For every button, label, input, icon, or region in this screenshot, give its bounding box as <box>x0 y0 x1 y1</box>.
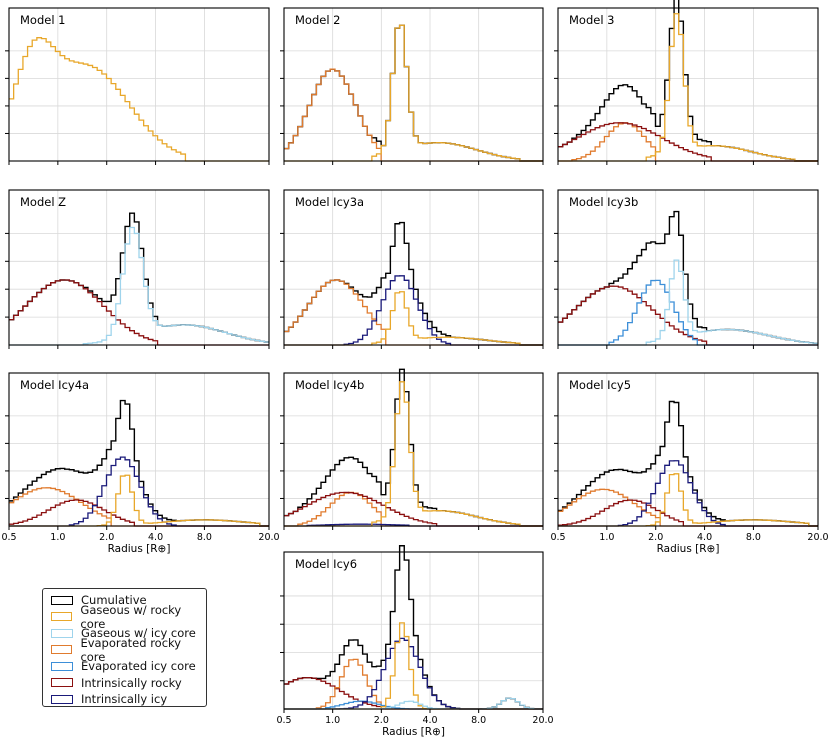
legend-label: Intrinsically icy <box>81 692 168 707</box>
x-tick-label: 1.0 <box>325 715 340 726</box>
series-rocky-gas <box>284 24 543 162</box>
x-tick-label: 8.0 <box>746 532 761 543</box>
legend-item-intrinsically-rocky: Intrinsically rocky <box>51 675 206 692</box>
x-tick-label: 0.5 <box>276 715 291 726</box>
panel-title: Model 1 <box>20 13 66 27</box>
axes-frame <box>283 7 544 162</box>
x-axis-label: Radius [R⊕] <box>657 543 720 555</box>
axes-frame <box>283 372 544 527</box>
panel-model-3: Model 3 <box>554 0 819 165</box>
axes-frame <box>283 551 544 710</box>
x-tick-label: 20.0 <box>258 532 279 543</box>
legend-item-gaseous-icy: Gaseous w/ icy core <box>51 625 206 642</box>
panel-title: Model 3 <box>569 13 615 27</box>
legend-label: Evaporated icy core <box>81 659 196 674</box>
panel-title: Model Icy3b <box>569 195 638 209</box>
x-tick-label: 1.0 <box>50 532 65 543</box>
x-tick-label: 0.5 <box>1 532 16 543</box>
legend-label: Evaporated rocky core <box>80 635 182 664</box>
panel-model-1: Model 1 <box>5 7 270 165</box>
axes-frame <box>8 7 270 162</box>
legend-swatch-intrinsically-rocky <box>51 678 73 688</box>
series-cumulative <box>9 212 269 343</box>
x-tick-label: 0.5 <box>550 532 565 543</box>
panel-title: Model 2 <box>295 13 341 27</box>
legend-swatch-gaseous-rocky <box>51 612 73 622</box>
x-axis-label: Radius [R⊕] <box>382 726 445 738</box>
x-tick-label: 2.0 <box>99 532 114 543</box>
series-cumulative <box>558 210 818 344</box>
axes-frame <box>557 7 819 162</box>
legend-swatch-evaporated-rocky <box>51 645 73 655</box>
legend: Cumulative Gaseous w/ rocky core Gaseous… <box>42 588 207 707</box>
x-tick-label: 8.0 <box>197 532 212 543</box>
axes-frame <box>557 372 819 527</box>
legend-item-cumulative: Cumulative <box>51 592 206 609</box>
legend-swatch-intrinsically-icy <box>51 694 73 704</box>
panel-model-icy6: 0.5 1.0 2.0 4.0 8.0 20.0 Model Icy6 Radius [R⊕] <box>276 545 554 738</box>
panel-title: Model Icy5 <box>569 378 631 392</box>
series-intr-rocky <box>558 122 818 162</box>
series-icy-gas <box>9 226 269 346</box>
panel-model-icy5: 0.5 1.0 2.0 4.0 8.0 20.0 Model Icy5 Radius [R⊕] <box>550 372 829 555</box>
series-rocky-gas <box>558 13 818 162</box>
legend-item-gaseous-rocky: Gaseous w/ rocky core <box>51 603 206 631</box>
x-axis-label: Radius [R⊕] <box>108 543 171 555</box>
panel-model-icy3b: Model Icy3b <box>554 189 819 349</box>
series-evap-rocky <box>558 122 818 162</box>
series-intr-rocky <box>284 491 543 527</box>
x-tick-label: 2.0 <box>648 532 663 543</box>
x-tick-label: 4.0 <box>422 715 437 726</box>
x-tick-label: 4.0 <box>148 532 163 543</box>
panel-title: Model Icy6 <box>295 557 357 571</box>
x-tick-label: 1.0 <box>599 532 614 543</box>
x-tick-label: 8.0 <box>471 715 486 726</box>
series-cumulative <box>284 368 543 527</box>
series-cumulative <box>9 399 269 527</box>
series-rocky-gas <box>9 37 269 162</box>
series-icy-gas <box>284 697 543 710</box>
legend-swatch-evaporated-icy <box>51 661 73 671</box>
legend-label: Gaseous w/ rocky core <box>80 602 182 631</box>
legend-swatch-cumulative <box>51 595 73 605</box>
legend-swatch-gaseous-icy <box>51 628 73 638</box>
legend-item-evaporated-rocky: Evaporated rocky core <box>51 636 206 664</box>
x-tick-label: 4.0 <box>697 532 712 543</box>
legend-label: Gaseous w/ icy core <box>81 626 196 641</box>
panel-model-icy4b: Model Icy4b <box>280 368 544 530</box>
axes-frame <box>8 372 270 527</box>
x-tick-label: 20.0 <box>532 715 553 726</box>
panel-model-z: Model Z <box>5 189 270 349</box>
panel-title: Model Z <box>20 195 66 209</box>
axes-frame <box>8 189 270 346</box>
x-tick-label: 20.0 <box>807 532 828 543</box>
series-cumulative <box>558 400 818 527</box>
panel-title: Model Icy3a <box>295 195 364 209</box>
series-rocky-gas <box>284 381 543 527</box>
axes-frame <box>283 189 544 346</box>
panel-model-2: Model 2 <box>280 7 544 165</box>
panel-title: Model Icy4b <box>295 378 364 392</box>
panel-model-icy3a: Model Icy3a <box>280 189 544 349</box>
axes-frame <box>557 189 819 346</box>
panel-title: Model Icy4a <box>20 378 89 392</box>
legend-item-intrinsically-icy: Intrinsically icy <box>51 691 206 708</box>
legend-label: Intrinsically rocky <box>81 675 182 690</box>
series-cumulative <box>284 24 543 162</box>
series-intr-rocky <box>9 279 269 346</box>
legend-label: Cumulative <box>81 593 147 608</box>
panel-model-icy4a: 0.5 1.0 2.0 4.0 8.0 20.0 Model Icy4a Radius [R⊕… <box>1 372 280 555</box>
x-tick-label: 2.0 <box>374 715 389 726</box>
legend-item-evaporated-icy: Evaporated icy core <box>51 658 206 675</box>
